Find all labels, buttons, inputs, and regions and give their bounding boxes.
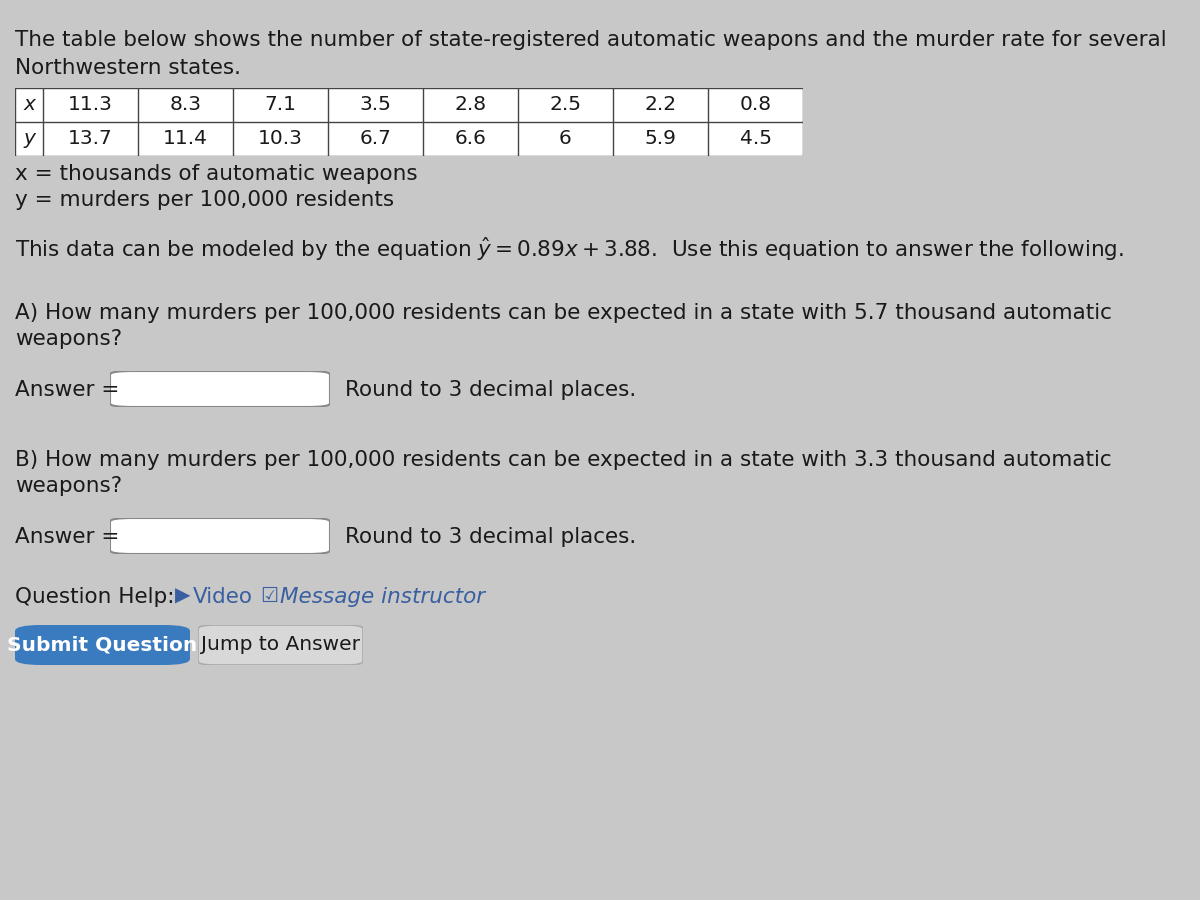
Text: 5.9: 5.9 <box>644 130 677 148</box>
Text: 2.8: 2.8 <box>455 95 486 114</box>
Text: weapons?: weapons? <box>14 476 122 496</box>
Text: Answer =: Answer = <box>14 527 119 547</box>
Text: Message instructor: Message instructor <box>280 587 485 607</box>
Text: weapons?: weapons? <box>14 329 122 349</box>
Text: Round to 3 decimal places.: Round to 3 decimal places. <box>346 380 636 400</box>
FancyBboxPatch shape <box>110 371 330 407</box>
FancyBboxPatch shape <box>110 518 330 554</box>
Text: Answer =: Answer = <box>14 380 119 400</box>
Text: Submit Question: Submit Question <box>7 635 198 654</box>
Text: x = thousands of automatic weapons: x = thousands of automatic weapons <box>14 164 418 184</box>
Text: The table below shows the number of state-registered automatic weapons and the m: The table below shows the number of stat… <box>14 30 1166 50</box>
Text: 10.3: 10.3 <box>258 130 302 148</box>
Text: Video: Video <box>193 587 253 607</box>
Text: x: x <box>23 95 35 114</box>
Text: 2.5: 2.5 <box>550 95 582 114</box>
Text: 2.2: 2.2 <box>644 95 677 114</box>
Text: 6: 6 <box>559 130 572 148</box>
Text: Round to 3 decimal places.: Round to 3 decimal places. <box>346 527 636 547</box>
Text: 3.5: 3.5 <box>360 95 391 114</box>
FancyBboxPatch shape <box>14 625 190 665</box>
Text: 7.1: 7.1 <box>264 95 296 114</box>
Text: y: y <box>23 130 35 148</box>
Text: Question Help:: Question Help: <box>14 587 174 607</box>
FancyBboxPatch shape <box>198 625 364 665</box>
Text: 11.4: 11.4 <box>163 130 208 148</box>
Text: 6.6: 6.6 <box>455 130 486 148</box>
Text: This data can be modeled by the equation $\hat{y} = 0.89x + 3.88$.  Use this equ: This data can be modeled by the equation… <box>14 235 1124 263</box>
Text: 11.3: 11.3 <box>68 95 113 114</box>
Text: 13.7: 13.7 <box>68 130 113 148</box>
Text: Northwestern states.: Northwestern states. <box>14 58 241 78</box>
Text: y = murders per 100,000 residents: y = murders per 100,000 residents <box>14 190 394 210</box>
Text: B) How many murders per 100,000 residents can be expected in a state with 3.3 th: B) How many murders per 100,000 resident… <box>14 450 1111 470</box>
Text: Jump to Answer: Jump to Answer <box>202 635 360 654</box>
Text: 0.8: 0.8 <box>739 95 772 114</box>
Text: 8.3: 8.3 <box>169 95 202 114</box>
Text: 4.5: 4.5 <box>739 130 772 148</box>
Text: ▶: ▶ <box>175 587 191 606</box>
Text: A) How many murders per 100,000 residents can be expected in a state with 5.7 th: A) How many murders per 100,000 resident… <box>14 303 1112 323</box>
Text: ☑: ☑ <box>260 587 278 606</box>
Text: 6.7: 6.7 <box>360 130 391 148</box>
